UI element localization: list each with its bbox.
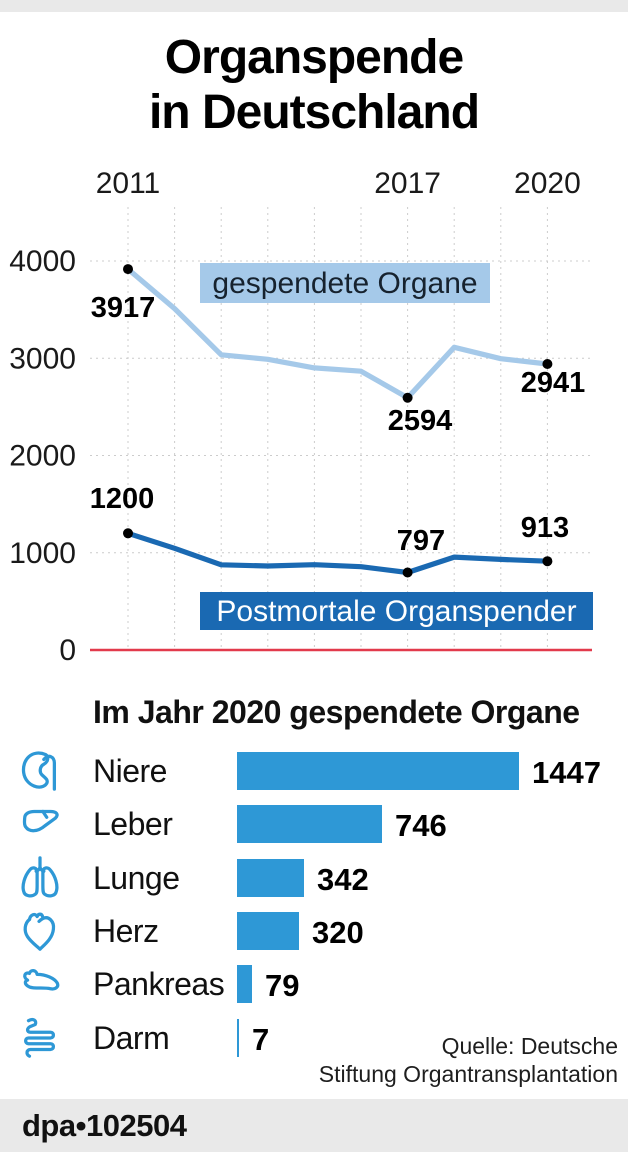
organ-bar (237, 805, 382, 843)
organ-label: Darm (93, 1020, 170, 1056)
bar-row: Niere 1447 (0, 751, 628, 791)
value-label: 913 (521, 512, 569, 544)
data-point-dot (123, 528, 133, 539)
value-label: 3917 (91, 292, 156, 324)
series-label-postmortale-organspender (200, 592, 593, 630)
series-label-gespendete-organe-text: gespendete Organe (212, 267, 477, 300)
footer-strip: dpa•102504 (0, 1099, 628, 1152)
bullet-separator: • (75, 1108, 87, 1143)
page-title: Organspende in Deutschland (0, 30, 628, 140)
organ-value-label: 79 (265, 968, 300, 1003)
x-tick-label: 2020 (514, 167, 581, 200)
x-tick-label: 2011 (96, 167, 161, 200)
top-strip (0, 0, 628, 12)
series-label-postmortale-organspender-text: Postmortale Organspender (216, 595, 576, 628)
bar-row: Pankreas 79 (0, 965, 628, 1003)
organ-bar (237, 859, 304, 897)
organ-label: Leber (93, 806, 173, 842)
heart-icon (14, 907, 66, 955)
source-line1: Quelle: Deutsche (441, 1033, 618, 1059)
bar-row: Lunge 342 (0, 856, 628, 898)
value-label: 2941 (521, 367, 586, 399)
bar-chart-title: Im Jahr 2020 gespendete Organe (93, 694, 580, 730)
graphic-number: 102504 (85, 1108, 187, 1143)
bar-row: Herz 320 (0, 912, 628, 951)
source-note: Quelle: Deutsche Stiftung Organtransplan… (319, 1032, 618, 1088)
organ-donation-line-chart: 4000 3000 2000 1000 0 2011 2017 2020 gespendete … (9, 167, 593, 667)
data-point-dot (542, 556, 553, 567)
kidney-icon (14, 747, 66, 795)
pancreas-icon (14, 960, 66, 1008)
organ-value-label: 7 (252, 1022, 270, 1057)
organ-label: Lunge (93, 860, 180, 896)
organ-label: Niere (93, 753, 167, 789)
y-tick-label: 1000 (9, 537, 76, 570)
x-tick-label: 2017 (374, 167, 441, 200)
organ-bar (237, 912, 299, 950)
organ-value-label: 1447 (532, 755, 601, 790)
bar-row: Leber 746 (0, 805, 628, 843)
data-point-dot (123, 264, 133, 275)
organ-value-label: 746 (395, 808, 447, 843)
organ-bar (237, 965, 252, 1003)
value-label: 1200 (90, 483, 155, 515)
source-line2: Stiftung Organtransplantation (318, 1061, 618, 1087)
lungs-icon (14, 854, 66, 902)
dpa-credit: dpa•102504 (22, 1108, 187, 1144)
organ-label: Pankreas (93, 966, 225, 1002)
value-label: 2594 (388, 405, 453, 437)
y-tick-label: 0 (59, 634, 76, 667)
organ-value-label: 320 (312, 915, 364, 950)
data-point-dot (542, 358, 553, 369)
data-point-dot (402, 567, 413, 578)
organ-bar (237, 752, 519, 790)
organ-bar (237, 1019, 239, 1057)
data-point-dot (402, 392, 413, 403)
donated-organs-line (125, 266, 551, 401)
page-title-line1: Organspende (164, 31, 464, 84)
bar-row: Darm 7 (0, 1017, 628, 1058)
y-tick-label: 4000 (9, 245, 76, 278)
y-tick-label: 3000 (9, 342, 76, 375)
organ-label: Herz (93, 913, 159, 949)
postmortem-donors-line (125, 530, 551, 576)
value-label: 797 (397, 525, 445, 557)
series-label-gespendete-organe (200, 263, 490, 303)
y-tick-label: 2000 (9, 440, 76, 473)
liver-icon (14, 800, 66, 848)
intestine-icon (14, 1014, 66, 1062)
organ-value-label: 342 (317, 862, 369, 897)
page-title-line2: in Deutschland (148, 86, 480, 139)
dpa-logo: dpa (22, 1108, 76, 1143)
